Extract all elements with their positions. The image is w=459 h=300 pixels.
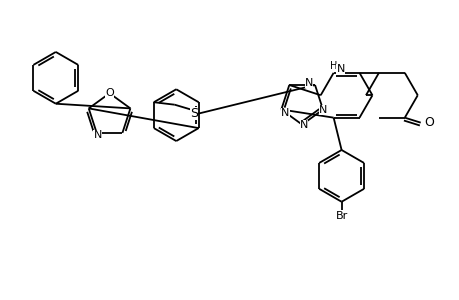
Text: O: O [105, 88, 114, 98]
Text: Br: Br [335, 211, 347, 221]
Text: N: N [304, 77, 313, 88]
Text: N: N [280, 109, 289, 118]
Text: O: O [423, 116, 433, 129]
Text: N: N [318, 106, 326, 116]
Text: H: H [329, 61, 336, 71]
Text: N: N [299, 120, 308, 130]
Text: N: N [93, 130, 101, 140]
Text: N: N [336, 64, 344, 74]
Text: S: S [189, 107, 197, 120]
